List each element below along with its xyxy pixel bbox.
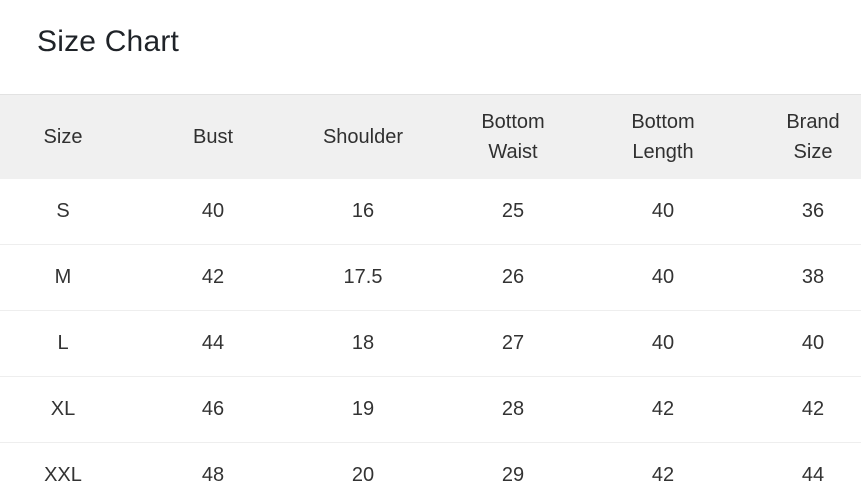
table-cell: 19 — [288, 376, 438, 443]
table-cell: 17.5 — [288, 244, 438, 311]
title-bar: Size Chart — [0, 0, 861, 94]
column-header-size: Size — [0, 94, 138, 179]
table-cell: 29 — [438, 442, 588, 502]
table-cell: 40 — [588, 244, 738, 311]
table-cell: 42 — [738, 376, 861, 443]
table-cell: 25 — [438, 178, 588, 245]
table-cell: XXL — [0, 442, 138, 502]
table-row-xl: XL 46 19 28 42 42 — [0, 376, 861, 443]
table-cell: 38 — [738, 244, 861, 311]
table-cell: 18 — [288, 310, 438, 377]
table-cell: 48 — [138, 442, 288, 502]
table-row-l: L 44 18 27 40 40 — [0, 310, 861, 377]
page-title: Size Chart — [37, 25, 180, 58]
table-cell: 46 — [138, 376, 288, 443]
table-row-m: M 42 17.5 26 40 38 — [0, 244, 861, 311]
table-cell: S — [0, 178, 138, 245]
table-cell: 40 — [738, 310, 861, 377]
table-cell: 27 — [438, 310, 588, 377]
table-cell: 40 — [588, 310, 738, 377]
size-table: Size Bust Shoulder Bottom Waist Bottom L… — [0, 94, 861, 502]
table-cell: 42 — [138, 244, 288, 311]
table-cell: 42 — [588, 376, 738, 443]
table-cell: 20 — [288, 442, 438, 502]
table-cell: L — [0, 310, 138, 377]
column-header-bottom-length: Bottom Length — [588, 94, 738, 179]
column-header-shoulder: Shoulder — [288, 94, 438, 179]
column-header-brand-size: Brand Size — [738, 94, 861, 179]
size-table-scroll-area[interactable]: Size Bust Shoulder Bottom Waist Bottom L… — [0, 94, 861, 502]
header-row: Size Bust Shoulder Bottom Waist Bottom L… — [0, 94, 861, 179]
table-cell: 40 — [588, 178, 738, 245]
table-row-xxl: XXL 48 20 29 42 44 — [0, 442, 861, 502]
table-cell: 16 — [288, 178, 438, 245]
column-header-bottom-waist: Bottom Waist — [438, 94, 588, 179]
table-cell: 36 — [738, 178, 861, 245]
column-header-bust: Bust — [138, 94, 288, 179]
table-cell: 44 — [738, 442, 861, 502]
table-cell: 40 — [138, 178, 288, 245]
table-cell: 44 — [138, 310, 288, 377]
table-cell: M — [0, 244, 138, 311]
table-cell: 28 — [438, 376, 588, 443]
table-cell: 26 — [438, 244, 588, 311]
table-row-s: S 40 16 25 40 36 — [0, 178, 861, 245]
table-cell: 42 — [588, 442, 738, 502]
table-cell: XL — [0, 376, 138, 443]
